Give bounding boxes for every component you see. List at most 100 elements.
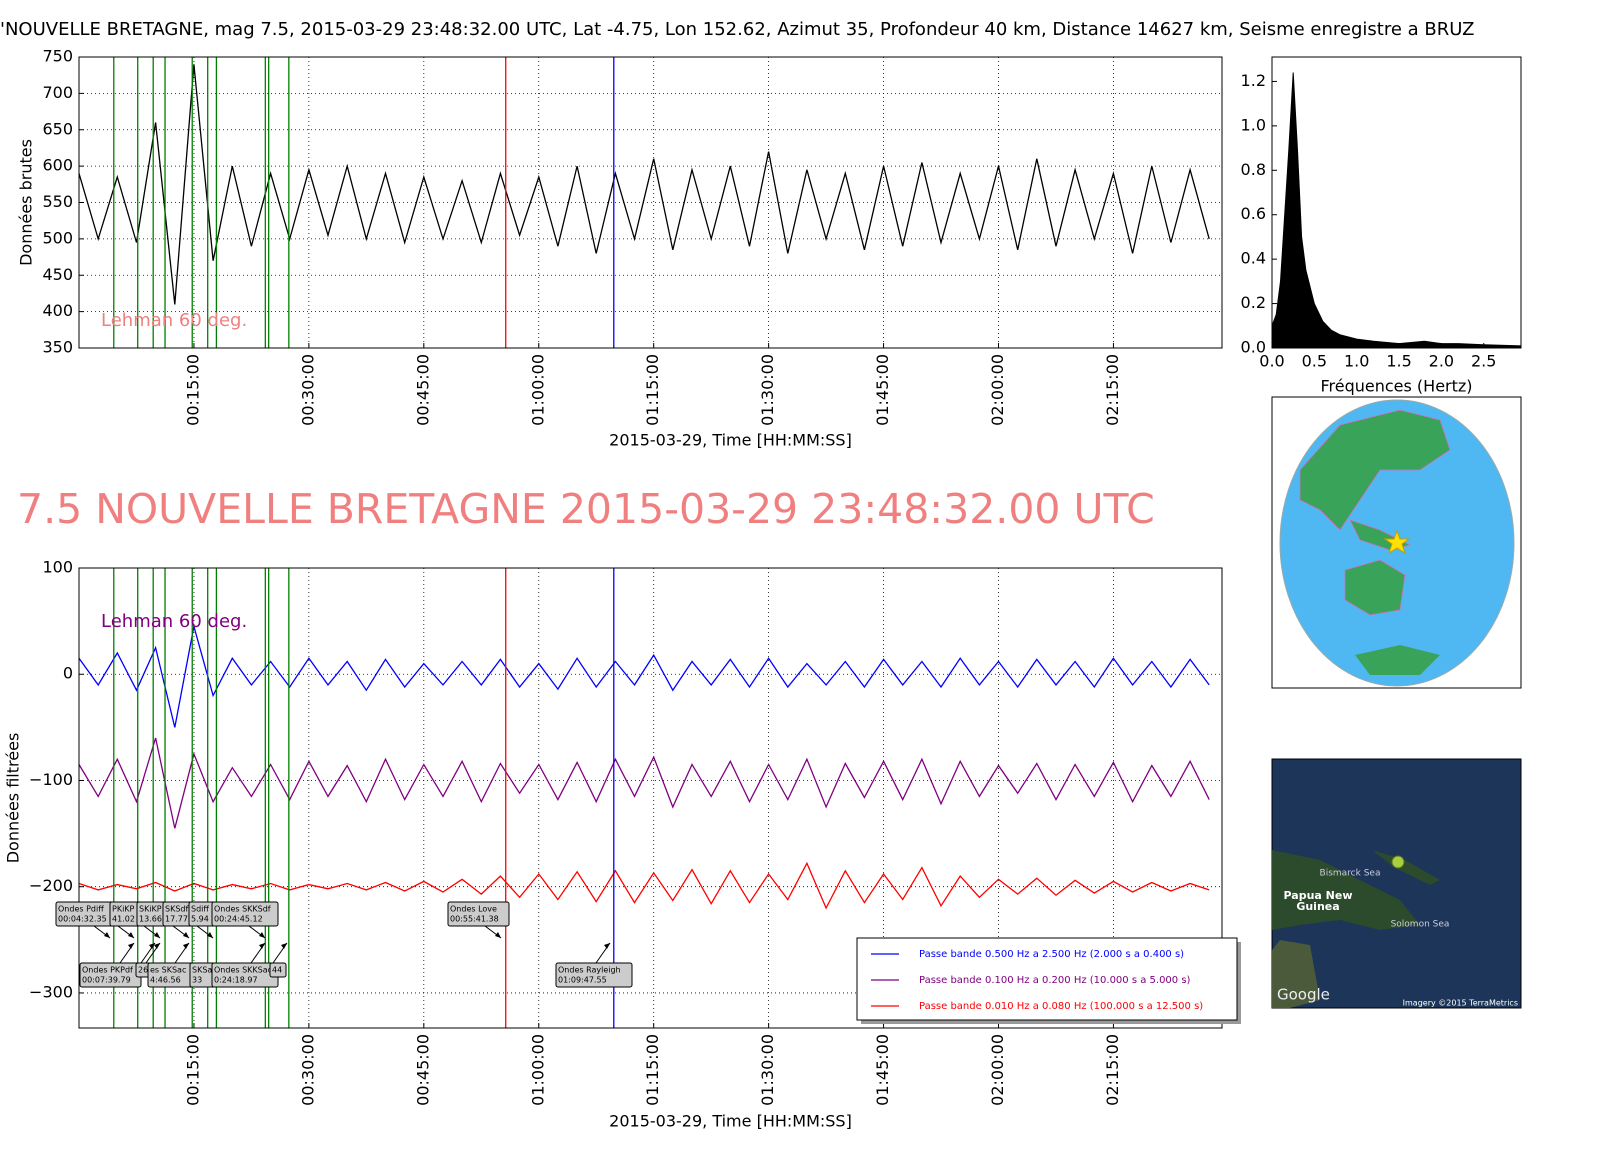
trace — [78, 737, 1210, 829]
phase-label: Ondes Rayleigh — [558, 966, 621, 975]
x-tick-label: 02:00:00 — [988, 1034, 1007, 1106]
phase-label: 13.66 — [139, 915, 162, 924]
legend-label: Passe bande 0.100 Hz a 0.200 Hz (10.000 … — [919, 975, 1191, 986]
map-label: Imagery ©2015 TerraMetrics — [1403, 999, 1518, 1008]
phase-label: 0:24:18.97 — [214, 976, 258, 985]
x-tick-label: 02:00:00 — [988, 354, 1007, 426]
arrow-head — [183, 932, 189, 938]
x-tick-label: 00:30:00 — [298, 354, 317, 426]
legend-label: Passe bande 0.500 Hz a 2.500 Hz (2.000 s… — [919, 949, 1184, 960]
x-tick-label: 2.0 — [1429, 352, 1454, 371]
phase-label: 00:24:45.12 — [214, 915, 263, 924]
arrow-head — [259, 932, 265, 938]
map-label: Papua New — [1284, 889, 1353, 902]
phase-label: SKSac — [192, 966, 217, 975]
x-tick-label: 00:45:00 — [413, 354, 432, 426]
phase-label: 01:09:47.55 — [558, 976, 607, 985]
arrow-head — [128, 932, 134, 938]
arrow-head — [154, 932, 160, 938]
phase-label: Ondes PKPdf — [82, 966, 133, 975]
plot-frame — [1271, 56, 1522, 349]
y-tick-label: 700 — [42, 83, 73, 102]
y-tick-label: 1.0 — [1241, 115, 1266, 134]
map-label: Bismarck Sea — [1320, 869, 1381, 879]
y-tick-label: 100 — [42, 558, 73, 577]
y-tick-label: 0.0 — [1241, 338, 1266, 357]
y-tick-label: 600 — [42, 156, 73, 175]
y-axis-label: Données brutes — [17, 139, 36, 266]
x-tick-label: 01:30:00 — [758, 1034, 777, 1106]
arrow-head — [154, 943, 160, 949]
x-tick-label: 01:15:00 — [643, 354, 662, 426]
plot-frame — [78, 567, 1223, 1029]
phase-label: 33 — [192, 976, 202, 985]
x-tick-label: 01:00:00 — [528, 354, 547, 426]
legend — [856, 937, 1238, 1021]
y-tick-label: 0.6 — [1241, 204, 1266, 223]
y-tick-label: 750 — [42, 47, 73, 66]
y-tick-label: 0.4 — [1241, 249, 1266, 268]
globe-land — [1299, 409, 1451, 531]
x-tick-label: 01:45:00 — [873, 354, 892, 426]
y-tick-label: −300 — [29, 982, 73, 1001]
y-axis-label: Données filtrées — [4, 733, 23, 864]
x-tick-label: 0.5 — [1302, 352, 1327, 371]
globe-land — [1355, 645, 1440, 675]
x-tick-label: 01:15:00 — [643, 1034, 662, 1106]
arrow-head — [183, 943, 189, 949]
spectrum — [1271, 72, 1522, 349]
chart-title: 7.5 NOUVELLE BRETAGNE 2015-03-29 23:48:3… — [17, 485, 1155, 533]
satellite-map — [1271, 758, 1522, 1009]
y-tick-label: 550 — [42, 192, 73, 211]
x-tick-label: 00:30:00 — [298, 1034, 317, 1106]
annotation: Lehman 60 deg. — [101, 310, 247, 331]
x-tick-label: 01:30:00 — [758, 354, 777, 426]
map-pin — [1391, 855, 1405, 869]
phase-label: SKiKP — [139, 905, 162, 914]
y-tick-label: 0 — [63, 664, 73, 683]
phase-label: 4:46.56 — [150, 976, 181, 985]
trace — [78, 626, 1210, 728]
arrow-head — [104, 932, 110, 938]
plot-frame — [78, 56, 1223, 349]
phase-label: Ondes SKKSac — [214, 966, 272, 975]
phase-label: es SKSac — [150, 966, 186, 975]
phase-label: 00:07:39.79 — [82, 976, 131, 985]
x-tick-label: 2.5 — [1471, 352, 1496, 371]
y-tick-label: 350 — [42, 338, 73, 357]
chart-title: 'NOUVELLE BRETAGNE, mag 7.5, 2015-03-29 … — [0, 19, 1474, 40]
x-tick-label: 02:15:00 — [1103, 1034, 1122, 1106]
land — [1272, 850, 1420, 930]
phase-label: 26 — [138, 966, 148, 975]
trace — [78, 64, 1210, 305]
x-tick-label: 00:45:00 — [413, 1034, 432, 1106]
y-tick-label: 1.2 — [1241, 71, 1266, 90]
phase-label: Ondes Pdiff — [58, 905, 104, 914]
x-axis-label: 2015-03-29, Time [HH:MM:SS] — [609, 431, 852, 450]
annotation: Lehman 60 deg. — [101, 611, 247, 632]
phase-label: 00:04:32.35 — [58, 915, 107, 924]
phase-box — [269, 962, 287, 978]
land — [1272, 940, 1320, 1008]
phase-label: SKSdf — [165, 905, 188, 914]
trace — [78, 861, 1210, 910]
y-tick-label: 450 — [42, 265, 73, 284]
phase-label: Ondes Love — [450, 905, 497, 914]
y-tick-label: 500 — [42, 228, 73, 247]
x-tick-label: 01:00:00 — [528, 1034, 547, 1106]
x-tick-label: 01:45:00 — [873, 1034, 892, 1106]
arrow-head — [149, 943, 155, 949]
phase-label: 5.94 — [191, 915, 209, 924]
phase-label: Sdiff — [191, 905, 209, 914]
y-tick-label: 650 — [42, 119, 73, 138]
phase-label: PKiKP — [112, 905, 135, 914]
phase-label: 00:55:41.38 — [450, 915, 499, 924]
x-axis-label: 2015-03-29, Time [HH:MM:SS] — [609, 1112, 852, 1131]
globe-land — [1344, 559, 1406, 616]
x-tick-label: 00:15:00 — [183, 354, 202, 426]
arrow-head — [495, 932, 501, 938]
epicenter-star — [1383, 529, 1411, 555]
x-tick-label: 02:15:00 — [1103, 354, 1122, 426]
